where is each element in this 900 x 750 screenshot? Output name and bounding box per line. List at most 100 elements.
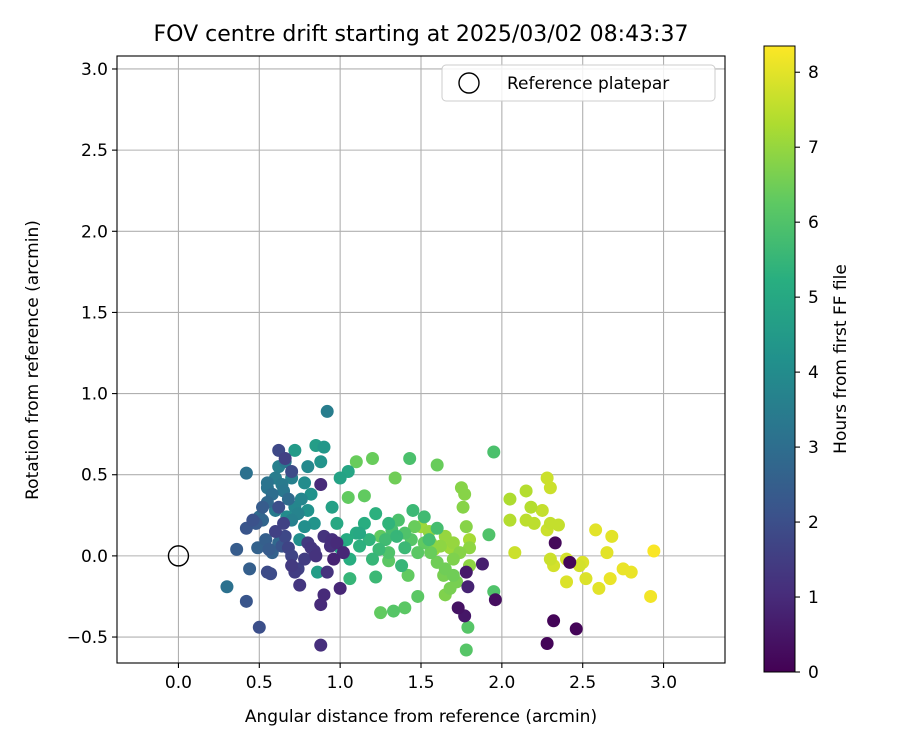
data-point (281, 492, 295, 506)
data-point (336, 546, 350, 560)
data-point (333, 471, 347, 485)
grid (117, 56, 725, 663)
data-point (362, 533, 376, 547)
data-point (239, 466, 253, 480)
data-point (343, 572, 357, 586)
reference-platepar-marker (167, 545, 190, 567)
data-point (461, 620, 475, 634)
reference-marker-layer (167, 545, 190, 567)
legend-label: Reference platepar (507, 74, 669, 94)
data-point (458, 487, 472, 501)
data-point (603, 572, 617, 586)
data-point (390, 529, 404, 543)
legend-box (441, 64, 716, 102)
data-point (320, 404, 334, 418)
colorbar-tick-label: 2 (808, 513, 819, 533)
data-point (246, 513, 260, 527)
data-point (268, 525, 282, 539)
colorbar-tick-label: 3 (808, 438, 819, 458)
data-point (369, 570, 383, 584)
y-tick-label: 2.0 (81, 222, 108, 242)
data-point (422, 533, 436, 547)
data-point (353, 526, 367, 540)
data-point (548, 536, 562, 550)
data-point (298, 552, 312, 566)
data-point (446, 568, 460, 582)
data-point (488, 593, 502, 607)
data-point (311, 565, 325, 579)
data-point (589, 523, 603, 537)
data-point (349, 455, 363, 469)
y-tick-label: 1.5 (81, 303, 108, 323)
x-axis-label: Angular distance from reference (arcmin) (245, 707, 597, 727)
data-point (424, 546, 438, 560)
colorbar-tick-label: 7 (808, 138, 819, 158)
data-point (398, 541, 412, 555)
data-point (519, 484, 533, 498)
data-point (251, 541, 265, 555)
data-point (288, 443, 302, 457)
data-point (540, 637, 554, 651)
data-point (330, 516, 344, 530)
y-tick-label: 2.5 (81, 141, 108, 161)
colorbar-ticks: 0 1 2 3 4 5 6 7 8 (795, 63, 819, 683)
data-point (430, 555, 444, 569)
data-point (647, 544, 661, 558)
data-point (264, 567, 278, 581)
x-tick-label: 3.0 (650, 673, 677, 693)
data-point (446, 552, 460, 566)
data-point (304, 487, 318, 501)
data-point (459, 520, 473, 534)
data-point (408, 520, 422, 534)
y-tick-label: 0.0 (81, 547, 108, 567)
data-point (605, 529, 619, 543)
data-point (463, 541, 477, 555)
data-point (317, 440, 331, 454)
data-point (382, 516, 396, 530)
data-point (547, 614, 561, 628)
data-point (357, 516, 371, 530)
data-point (301, 460, 315, 474)
data-point (314, 477, 328, 491)
data-point (551, 518, 565, 532)
data-point (230, 542, 244, 556)
colorbar-tick-label: 1 (808, 588, 819, 608)
data-point (220, 580, 234, 594)
colorbar-tick-label: 5 (808, 288, 819, 308)
data-point (524, 500, 538, 514)
colorbar-tick-label: 0 (808, 663, 819, 683)
data-point (579, 572, 593, 586)
data-point (487, 445, 501, 459)
data-point (298, 520, 312, 534)
colorbar-tick-label: 6 (808, 213, 819, 233)
data-point (535, 503, 549, 517)
data-point (461, 580, 475, 594)
colorbar (763, 45, 796, 673)
data-point (401, 568, 415, 582)
data-point (243, 562, 257, 576)
data-point (482, 528, 496, 542)
data-point (459, 565, 473, 579)
data-point (430, 521, 444, 535)
data-point (357, 489, 371, 503)
data-point (411, 546, 425, 560)
data-point (543, 552, 557, 566)
data-point (503, 513, 517, 527)
data-point (563, 555, 577, 569)
colorbar-label: Hours from first FF file (831, 264, 851, 454)
x-tick-label: 0.0 (165, 673, 192, 693)
data-point (327, 552, 341, 566)
data-point (624, 565, 638, 579)
data-point (277, 516, 291, 530)
data-point (330, 536, 344, 550)
data-point (503, 492, 517, 506)
x-tick-label: 2.5 (569, 673, 596, 693)
data-point (293, 578, 307, 592)
data-point (239, 594, 253, 608)
data-point (398, 601, 412, 615)
data-point (262, 542, 276, 556)
data-point (540, 471, 554, 485)
data-point (443, 581, 457, 595)
